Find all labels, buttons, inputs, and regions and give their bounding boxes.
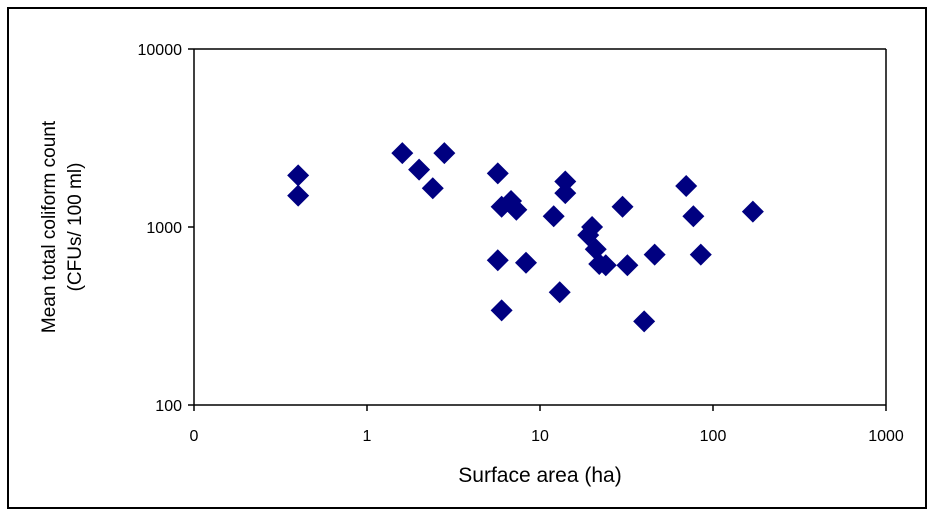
x-tick-label: 0 — [190, 428, 199, 445]
data-point — [581, 216, 604, 238]
data-point — [287, 184, 310, 207]
data-point — [421, 177, 444, 200]
data-point — [486, 162, 509, 185]
data-point — [542, 205, 565, 228]
data-point — [594, 254, 617, 277]
data-point — [643, 243, 666, 266]
x-tick-label: 1 — [363, 428, 372, 445]
data-point — [741, 200, 764, 223]
x-axis-label: Surface area (ha) — [458, 464, 621, 487]
data-point — [554, 170, 577, 193]
y-axis-label-line2: (CFUs/ 100 ml) — [65, 163, 86, 292]
data-point — [391, 142, 414, 165]
y-axis-label: Mean total coliform count (CFUs/ 100 ml) — [39, 120, 86, 333]
x-tick-label: 10 — [531, 428, 549, 445]
y-tick-label: 1000 — [146, 220, 182, 237]
data-point — [486, 249, 509, 272]
data-points — [287, 142, 764, 333]
data-point — [408, 158, 431, 181]
data-point — [675, 174, 698, 197]
data-point — [633, 310, 656, 333]
y-tick-label: 100 — [155, 398, 182, 415]
x-tick-label: 1000 — [868, 428, 904, 445]
data-point — [682, 205, 705, 228]
x-tick-label: 100 — [700, 428, 727, 445]
data-point — [515, 251, 538, 274]
y-ticks: 100 1000 10000 — [138, 42, 194, 415]
data-point — [611, 195, 634, 218]
data-point — [548, 281, 571, 304]
y-tick-label: 10000 — [138, 42, 183, 59]
data-point — [689, 243, 712, 266]
data-point — [616, 254, 639, 277]
y-axis-label-line1: Mean total coliform count — [39, 120, 60, 333]
chart-border — [7, 7, 927, 509]
plot-area: 0 1 10 100 1000 100 1000 10000 — [138, 42, 904, 445]
x-ticks: 0 1 10 100 1000 — [190, 405, 904, 445]
data-point — [584, 238, 607, 261]
data-point — [287, 164, 310, 187]
data-point — [490, 299, 513, 322]
data-point — [554, 182, 577, 205]
data-point — [433, 142, 456, 165]
data-point — [505, 198, 528, 221]
